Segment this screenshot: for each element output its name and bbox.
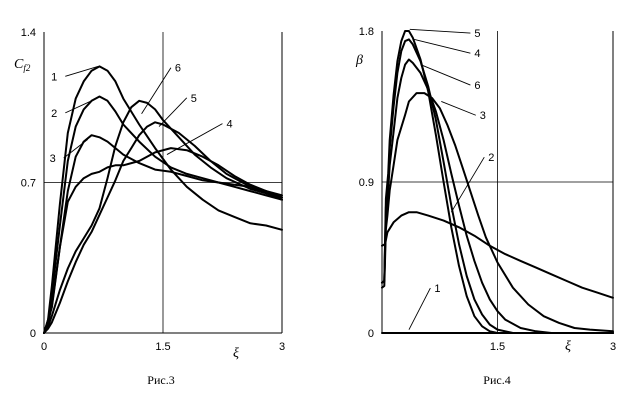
series-label-1: 1 [51, 71, 57, 83]
series-leader-5 [409, 28, 471, 34]
series-label-2: 2 [51, 108, 57, 120]
series-leader-2 [450, 156, 485, 213]
series-label-6: 6 [175, 63, 181, 75]
chart-panel-fig3: 0 0.7 1.4 0 1.5 3 Cf2 ξ 1 2 3 4 5 6 Рис.3 [14, 27, 285, 387]
series-leader-4 [414, 38, 471, 54]
y-axis-label: β [355, 53, 363, 68]
series-leader-4 [166, 123, 223, 155]
series-line-2 [381, 211, 614, 299]
series-leader-6 [420, 64, 471, 86]
x-axis-label: ξ [233, 346, 239, 361]
series-label-5: 5 [474, 28, 480, 40]
series-label-3: 3 [480, 110, 486, 122]
series-line-5 [43, 121, 283, 334]
series-line-3 [381, 92, 614, 333]
series-leader-6 [141, 67, 172, 114]
series-label-5: 5 [191, 93, 197, 105]
series-label-4: 4 [474, 48, 480, 60]
x-tick-label: 3 [610, 341, 616, 353]
y-tick-label: 0.7 [21, 178, 36, 190]
series-leader-2 [65, 100, 92, 114]
series-line-6 [43, 99, 283, 334]
series-line-1 [43, 65, 283, 334]
chart-panel-fig4: 0 0.9 1.8 1.5 3 β ξ 1 2 3 6 4 5 Рис.4 [355, 26, 616, 387]
x-tick-label: 1.5 [490, 341, 505, 353]
series-leader-3 [441, 101, 476, 116]
x-tick-label: 1.5 [155, 341, 170, 353]
x-tick-label: 0 [41, 341, 47, 353]
series-label-2: 2 [488, 152, 494, 164]
series-leader-5 [158, 97, 188, 127]
series-label-3: 3 [50, 153, 56, 165]
y-tick-label: 0 [30, 328, 36, 340]
series-label-4: 4 [226, 119, 232, 131]
x-axis-label: ξ [565, 339, 571, 354]
series-line-2 [43, 95, 283, 334]
x-tick-label: 3 [279, 341, 285, 353]
y-tick-label: 0.9 [359, 177, 374, 189]
series-line-5 [381, 30, 614, 334]
y-tick-label: 0 [368, 328, 374, 340]
figure-caption: Рис.3 [147, 373, 174, 387]
series-label-6: 6 [474, 80, 480, 92]
series-leader-3 [63, 139, 88, 159]
figure-caption: Рис.4 [483, 373, 510, 387]
series-line-4 [43, 147, 283, 334]
series-line-6 [381, 58, 614, 334]
series-leader-1 [408, 287, 431, 330]
y-axis-label: Cf2 [14, 57, 31, 73]
y-tick-label: 1.4 [21, 27, 36, 39]
series-leader-1 [65, 65, 99, 77]
series-label-1: 1 [434, 283, 440, 295]
y-tick-label: 1.8 [359, 26, 374, 38]
y-axis-label-subscript: f2 [23, 63, 31, 73]
